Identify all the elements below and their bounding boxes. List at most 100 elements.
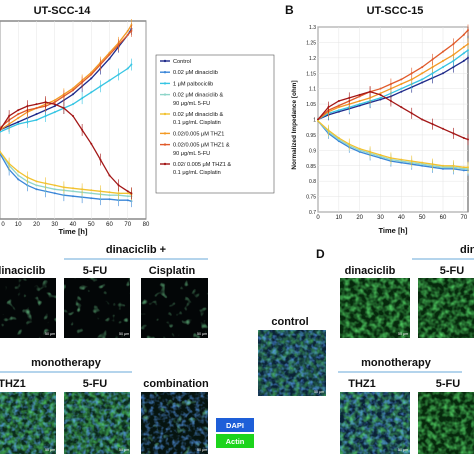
- svg-text:50 μm: 50 μm: [398, 332, 408, 336]
- data-point: [53, 105, 56, 108]
- stain-legend: DAPI Actin: [216, 418, 254, 448]
- x-tick-label: 50: [88, 222, 95, 228]
- data-point: [327, 129, 330, 132]
- data-point: [379, 93, 382, 96]
- svg-text:50 μm: 50 μm: [119, 332, 129, 336]
- data-point: [90, 189, 93, 192]
- legend-entry-5: 0.02/0.005 μM THZ1: [160, 131, 224, 137]
- y-tick-label: 1: [313, 118, 316, 124]
- data-point: [126, 199, 129, 202]
- legend-marker: [163, 112, 167, 116]
- data-point: [462, 167, 465, 170]
- data-point: [431, 123, 434, 126]
- data-point: [26, 176, 29, 179]
- data-point: [379, 96, 382, 99]
- series-3: [0, 150, 133, 203]
- panel-b-yticks: 0.7 0.75 0.8 0.85 0.9 0.95 1 1.05 1.1 1.15 1.2 1.25…: [306, 25, 316, 216]
- data-point: [348, 96, 351, 99]
- x-tick-label: 20: [33, 222, 40, 228]
- data-point: [117, 192, 120, 195]
- data-point: [126, 33, 129, 36]
- series-line: [0, 151, 132, 195]
- data-point: [90, 197, 93, 200]
- x-tick-label: 10: [15, 222, 22, 228]
- data-point: [62, 107, 65, 110]
- legend-marker: [163, 132, 167, 135]
- x-tick-label: 60: [440, 215, 447, 221]
- data-point: [126, 195, 129, 198]
- legend-label-line2: 0.1 μg/mL Cisplatin: [173, 120, 221, 126]
- panel-b: B UT-SCC-15 Normalized Impedance [ohm] 0…: [285, 3, 469, 235]
- data-point: [53, 103, 56, 106]
- x-tick-label: 70: [124, 222, 131, 228]
- legend-entry-2: 1 μM palbociclib: [160, 81, 213, 87]
- legend-entry-4: 0.02 μM dinaciclib & 0.1 μg/mL Cisplatin: [160, 112, 223, 126]
- micrograph-c-dinaciclib: 50 μm: [0, 278, 56, 338]
- data-point: [0, 130, 1, 133]
- data-point: [410, 72, 413, 75]
- data-point: [72, 87, 74, 90]
- panel-a-xlabel: Time [h]: [58, 227, 88, 236]
- micrograph-c-5fu: 50 μm: [64, 278, 130, 338]
- micrograph-d-5fu-mono: [418, 392, 474, 454]
- panel-d-letter: D: [316, 247, 325, 261]
- data-point: [421, 66, 424, 69]
- micrograph-d-dinaciclib: 50 μm: [340, 278, 410, 338]
- data-point: [379, 155, 382, 158]
- data-point: [462, 52, 465, 55]
- y-tick-label: 1.25: [306, 40, 316, 46]
- data-point: [90, 142, 93, 145]
- data-point: [130, 63, 133, 66]
- data-point: [452, 164, 455, 167]
- series-line: [317, 91, 469, 141]
- data-point: [90, 73, 93, 76]
- legend-label: 0.02/ 0.005 μM THZ1 &: [173, 162, 231, 168]
- data-point: [421, 164, 424, 167]
- series-7: [0, 96, 133, 200]
- data-point: [53, 192, 56, 195]
- data-point: [72, 195, 74, 198]
- data-point: [130, 29, 133, 32]
- data-point: [35, 188, 38, 191]
- data-point: [442, 166, 444, 169]
- legend-label: 0.02 μM dinaciclib: [173, 70, 218, 76]
- data-point: [81, 97, 84, 100]
- legend-entry-3: 0.02 μM dinaciclib & 90 μg/mL 5-FU: [160, 93, 223, 107]
- panel-c-label-cisplatin: Cisplatin: [149, 265, 196, 277]
- data-point: [389, 100, 392, 102]
- legend-label-line2: 90 μg/mL 5-FU: [173, 101, 210, 107]
- data-point: [35, 113, 38, 116]
- data-point: [421, 78, 424, 81]
- data-point: [108, 198, 111, 201]
- data-point: [53, 99, 56, 102]
- data-point: [462, 137, 465, 139]
- data-point: [17, 113, 20, 116]
- data-point: [421, 161, 424, 164]
- data-point: [442, 127, 444, 130]
- data-point: [108, 191, 111, 194]
- y-tick-label: 0.7: [309, 210, 316, 216]
- data-point: [44, 115, 47, 118]
- svg-text:50 μm: 50 μm: [45, 332, 55, 336]
- data-point: [117, 43, 120, 46]
- data-point: [35, 184, 38, 187]
- data-point: [126, 67, 129, 70]
- y-tick-label: 1.3: [309, 25, 316, 31]
- panel-d-label-thz1: THZ1: [348, 378, 376, 390]
- series-3: [317, 24, 469, 121]
- data-point: [53, 111, 56, 114]
- data-point: [379, 157, 382, 160]
- data-point: [467, 49, 469, 52]
- data-point: [317, 118, 319, 121]
- data-point: [53, 184, 56, 187]
- svg-text:50 μm: 50 μm: [45, 448, 55, 452]
- data-point: [452, 42, 455, 45]
- series-2: [317, 38, 469, 121]
- series-line: [317, 43, 469, 121]
- panel-b-ylabel: Normalized Impedance [ohm]: [291, 80, 298, 169]
- data-point: [8, 162, 11, 165]
- data-point: [108, 194, 111, 197]
- data-point: [400, 83, 403, 86]
- data-point: [126, 29, 129, 32]
- data-point: [379, 87, 382, 90]
